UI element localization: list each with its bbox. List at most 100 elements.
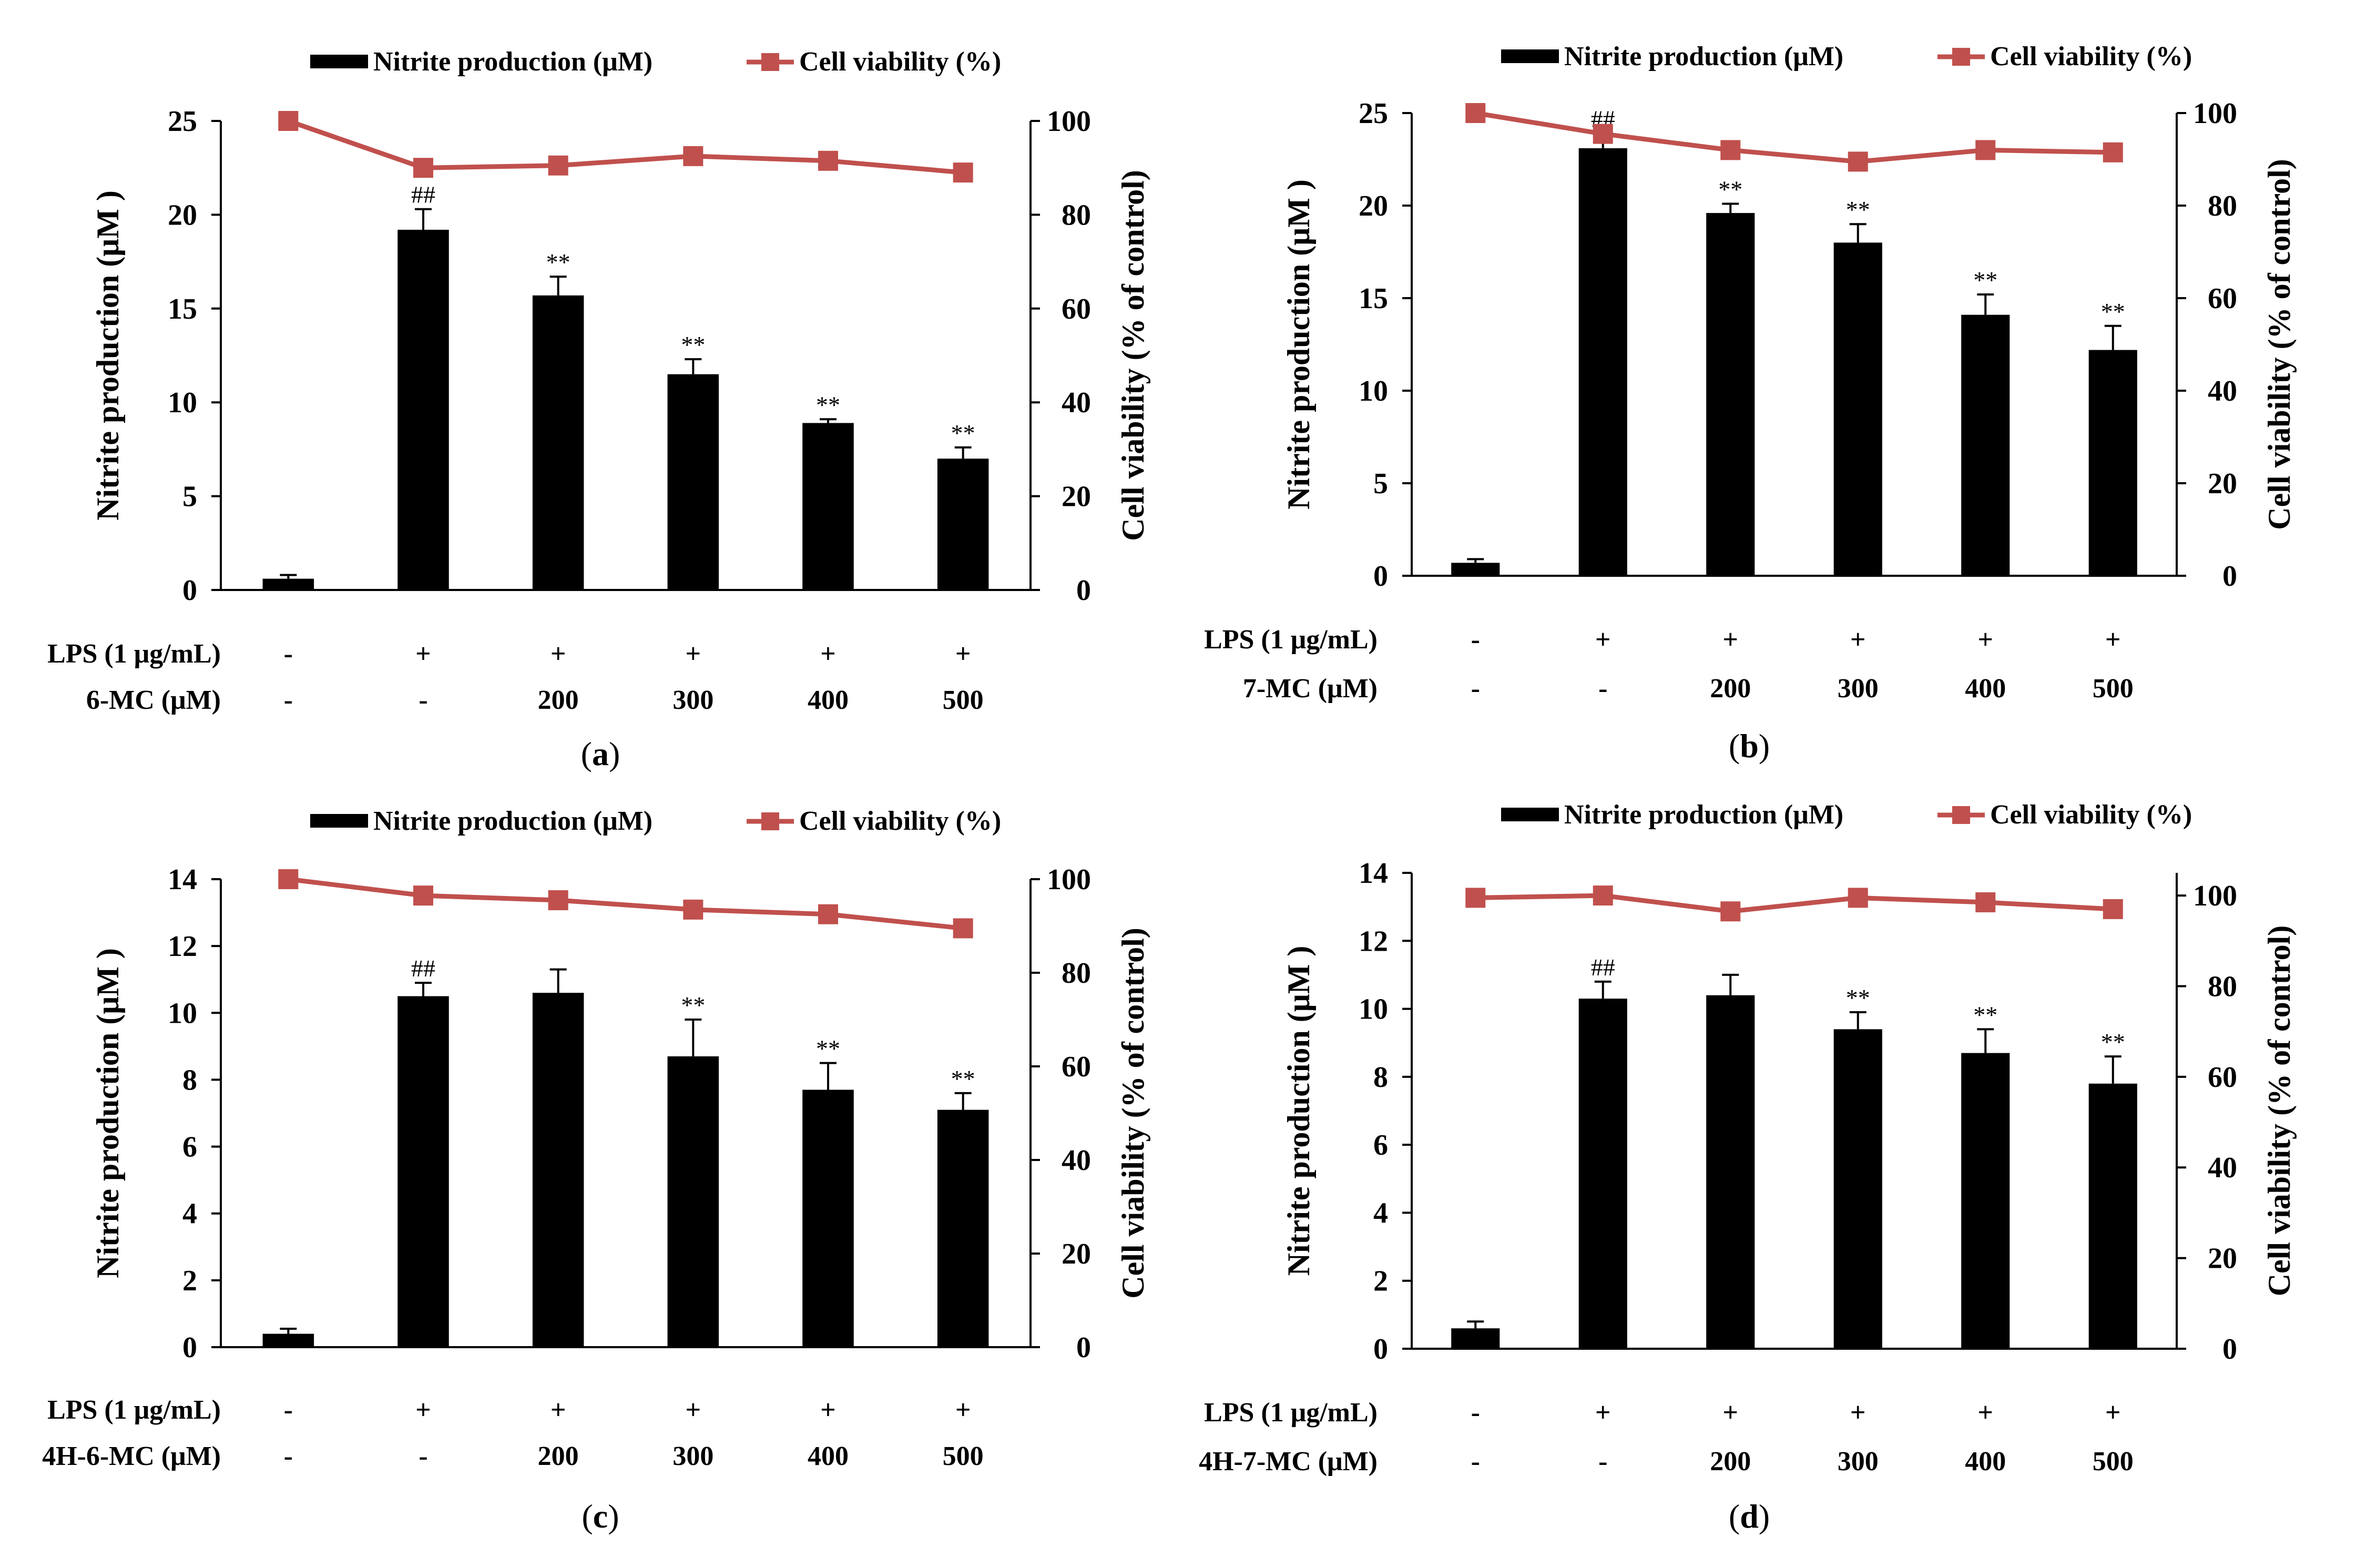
row-dose-value: 200 — [538, 1441, 579, 1471]
y-left-tick-label: 15 — [1359, 282, 1388, 315]
significance-mark: ** — [816, 1035, 840, 1062]
bar — [532, 295, 584, 590]
bar — [1833, 1029, 1882, 1349]
significance-mark: ** — [2101, 1029, 2125, 1055]
legend-line-label: Cell viability (%) — [1990, 800, 2192, 830]
viability-point — [1465, 103, 1486, 123]
y-left-tick-label: 8 — [182, 1064, 197, 1096]
row-dose-value: 200 — [538, 685, 579, 715]
significance-mark: ** — [951, 1065, 975, 1092]
row-lps-value: + — [955, 1395, 971, 1425]
bar — [1578, 148, 1627, 576]
chart-panel-c: Nitrite production (μM) Cell viability (%… — [42, 806, 1150, 1535]
caption-paren-open: ( — [581, 735, 592, 772]
y-axis-left-label: Nitrite production (μM ) — [1281, 946, 1316, 1276]
viability-point — [278, 111, 299, 131]
row-dose-value: 400 — [808, 1441, 849, 1471]
y-right-tick-label: 40 — [1062, 386, 1091, 419]
bar — [1578, 999, 1627, 1349]
y-left-tick-label: 25 — [1359, 97, 1388, 130]
row-dose-value: - — [1598, 1447, 1607, 1477]
row-dose-value: - — [284, 685, 293, 715]
row-lps-value: + — [550, 1395, 566, 1425]
y-left-tick-label: 12 — [1359, 925, 1388, 958]
row-label-lps: LPS (1 μg/mL) — [47, 1395, 221, 1425]
y-right-tick-label: 0 — [1076, 574, 1091, 607]
row-label-compound: 7-MC (μM) — [1243, 674, 1378, 704]
row-lps-value: + — [820, 639, 836, 669]
panel-caption: (d) — [1729, 1498, 1770, 1535]
caption-letter: b — [1740, 727, 1759, 765]
y-right-tick-label: 20 — [1062, 1238, 1091, 1270]
bar — [1961, 314, 2010, 576]
significance-mark: ** — [1846, 196, 1870, 223]
bar — [937, 459, 989, 590]
y-right-tick-label: 60 — [2208, 1061, 2237, 1094]
chart-panel-a: Nitrite production (μM) Cell viability (%… — [47, 47, 1150, 772]
y-left-tick-label: 15 — [168, 293, 197, 325]
y-axis-right-label: Cell viability (% of control) — [2262, 159, 2297, 530]
y-left-tick-label: 25 — [168, 105, 197, 138]
bar — [2088, 1083, 2137, 1349]
row-dose-value: 300 — [1838, 674, 1879, 704]
y-left-tick-label: 10 — [1359, 993, 1388, 1026]
row-lps-value: + — [1850, 625, 1866, 655]
y-left-tick-label: 8 — [1373, 1061, 1388, 1094]
bar — [802, 1090, 854, 1347]
y-left-tick-label: 2 — [1373, 1265, 1388, 1298]
row-lps-value: + — [550, 639, 566, 669]
row-lps-value: + — [2105, 625, 2121, 655]
row-lps-value: + — [2105, 1398, 2121, 1428]
row-dose-value: - — [1471, 1447, 1480, 1477]
row-dose-value: 400 — [1965, 1447, 2006, 1477]
row-lps-value: + — [415, 1395, 431, 1425]
viability-line — [287, 118, 964, 175]
row-label-compound: 4H-7-MC (μM) — [1199, 1447, 1378, 1477]
legend-line-marker — [1952, 48, 1970, 66]
caption-paren-open: ( — [582, 1498, 593, 1535]
y-left-tick-label: 20 — [168, 199, 197, 231]
y-left-tick-label: 10 — [168, 386, 197, 419]
bar — [667, 1056, 719, 1347]
row-label-compound: 4H-6-MC (μM) — [42, 1441, 221, 1471]
significance-mark: ## — [411, 181, 435, 208]
bar — [1961, 1053, 2010, 1349]
y-left-tick-label: 14 — [1359, 857, 1388, 890]
bar — [1706, 995, 1755, 1349]
legend-line-marker — [1952, 806, 1970, 824]
row-dose-value: 500 — [2093, 1447, 2134, 1477]
row-lps-value: + — [820, 1395, 836, 1425]
legend-bar-label: Nitrite production (μM) — [373, 47, 652, 77]
y-left-tick-label: 0 — [1373, 560, 1388, 593]
legend-bar-label: Nitrite production (μM) — [373, 806, 652, 836]
y-right-tick-label: 80 — [2208, 970, 2237, 1003]
bar — [532, 993, 584, 1347]
y-right-tick-label: 80 — [1062, 199, 1091, 231]
y-left-tick-label: 5 — [182, 481, 197, 513]
viability-point — [683, 146, 703, 166]
caption-paren-close: ) — [1759, 1498, 1770, 1535]
bar — [262, 578, 314, 590]
viability-point — [1975, 140, 1996, 160]
significance-mark: ## — [1591, 954, 1615, 981]
y-left-tick-label: 2 — [182, 1265, 197, 1297]
y-right-tick-label: 0 — [2222, 560, 2237, 593]
row-lps-value: + — [1977, 1398, 1993, 1428]
viability-line — [288, 877, 964, 931]
bar — [397, 229, 449, 590]
viability-point — [818, 150, 838, 171]
y-right-tick-label: 20 — [2208, 467, 2237, 500]
y-left-tick-label: 6 — [182, 1131, 197, 1164]
significance-mark: ** — [681, 992, 705, 1019]
y-left-tick-label: 12 — [168, 930, 197, 963]
y-left-tick-label: 6 — [1373, 1129, 1388, 1162]
y-right-tick-label: 0 — [2222, 1333, 2237, 1366]
row-dose-value: - — [1598, 674, 1607, 704]
y-axis-left-label: Nitrite production (μM ) — [90, 948, 125, 1278]
viability-point — [2103, 142, 2123, 162]
viability-point — [278, 869, 299, 889]
viability-point — [413, 158, 433, 178]
legend-bar-label: Nitrite production (μM) — [1564, 42, 1843, 72]
row-lps-value: + — [415, 639, 431, 669]
bar — [1451, 563, 1500, 576]
